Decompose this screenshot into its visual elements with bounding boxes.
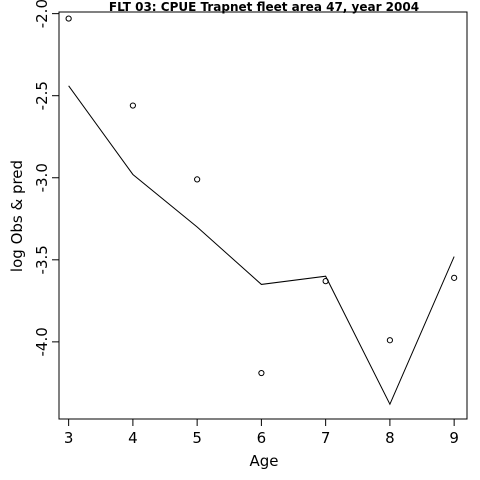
x-tick-label: 7 bbox=[321, 429, 331, 447]
observed-point bbox=[194, 176, 201, 183]
observed-point bbox=[451, 274, 458, 281]
y-tick-label: -2.5 bbox=[33, 81, 51, 110]
y-tick-label: -3.5 bbox=[33, 245, 51, 274]
x-tick-label: 6 bbox=[257, 429, 267, 447]
x-axis-label: Age bbox=[249, 452, 278, 470]
x-tick-label: 3 bbox=[64, 429, 74, 447]
observed-point bbox=[129, 102, 136, 109]
series-layer bbox=[65, 15, 458, 406]
y-tick-label: -2.0 bbox=[33, 0, 51, 28]
chart-title: FLT 03: CPUE Trapnet fleet area 47, year… bbox=[109, 0, 419, 14]
y-axis: -2.0 -2.5 -3.0 -3.5 -4.0 bbox=[33, 0, 59, 357]
observed-point bbox=[258, 369, 265, 377]
x-tick-label: 5 bbox=[192, 429, 202, 447]
y-tick-label: -4.0 bbox=[33, 327, 51, 356]
observed-point bbox=[65, 15, 72, 22]
y-axis-label: log Obs & pred bbox=[8, 160, 26, 272]
x-tick-label: 9 bbox=[449, 429, 459, 447]
predicted-line bbox=[68, 85, 455, 406]
observed-point bbox=[386, 337, 393, 344]
y-tick-label: -3.0 bbox=[33, 163, 51, 192]
x-tick-label: 8 bbox=[385, 429, 395, 447]
x-axis: 3 4 5 6 7 8 9 bbox=[64, 419, 459, 447]
plot-frame bbox=[58, 11, 468, 420]
x-tick-label: 4 bbox=[128, 429, 138, 447]
